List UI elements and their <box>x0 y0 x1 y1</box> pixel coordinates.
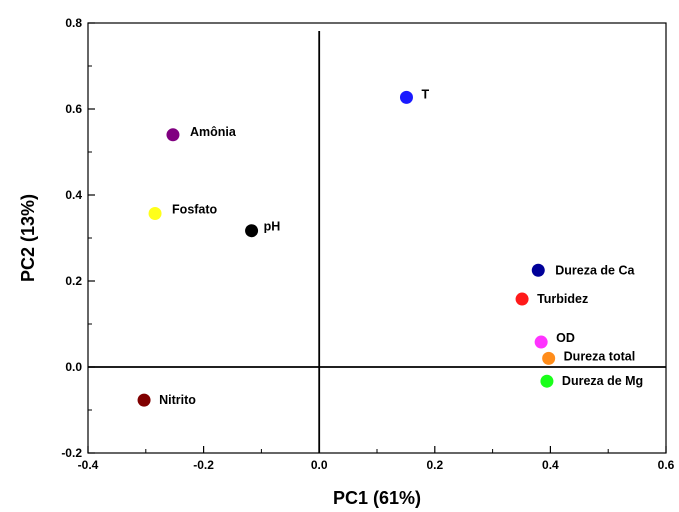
point-label: Dureza de Ca <box>555 263 635 277</box>
y-tick-label: 0.8 <box>65 16 82 30</box>
point-label: Dureza de Mg <box>562 374 643 388</box>
data-point <box>137 393 151 407</box>
y-tick-label: 0.2 <box>65 274 82 288</box>
x-axis-title: PC1 (61%) <box>333 488 421 508</box>
plot-frame <box>87 22 667 454</box>
x-tick-label: 0.2 <box>426 458 443 472</box>
y-tick-label: 0.6 <box>65 102 82 116</box>
point-label: Dureza total <box>564 349 636 363</box>
point-label: Fosfato <box>172 202 218 216</box>
y-tick-label: 0.0 <box>65 360 82 374</box>
data-point <box>166 128 180 142</box>
data-point <box>531 263 545 277</box>
data-point <box>542 351 556 365</box>
axis-ticks: -0.4 -0.2 0.0 0.2 0.4 0.6-0.20.00.20.40.60.8 <box>61 16 674 472</box>
point-label: T <box>421 87 429 101</box>
x-tick-label: 0.0 <box>311 458 328 472</box>
point-label: Turbidez <box>537 292 588 306</box>
y-axis-title: PC2 (13%) <box>18 194 38 282</box>
point-label: Nitrito <box>159 393 196 407</box>
data-point <box>515 292 529 306</box>
y-tick-label: -0.2 <box>61 446 82 460</box>
x-tick-label: -0.4 <box>78 458 99 472</box>
point-label: OD <box>556 331 575 345</box>
reference-lines <box>88 31 666 453</box>
y-tick-label: 0.4 <box>65 188 82 202</box>
data-point <box>540 374 554 388</box>
x-tick-label: 0.4 <box>542 458 559 472</box>
data-point <box>399 90 413 104</box>
point-label: Amônia <box>190 125 237 139</box>
data-point <box>148 206 162 220</box>
data-points <box>137 90 556 407</box>
data-point <box>245 224 259 238</box>
x-tick-label: -0.2 <box>193 458 214 472</box>
point-labels: T Amônia Fosfato pH Dureza de Ca Turbidez OD Du… <box>159 87 643 407</box>
point-label: pH <box>264 220 281 234</box>
x-tick-label: 0.6 <box>658 458 675 472</box>
data-point <box>534 335 548 349</box>
